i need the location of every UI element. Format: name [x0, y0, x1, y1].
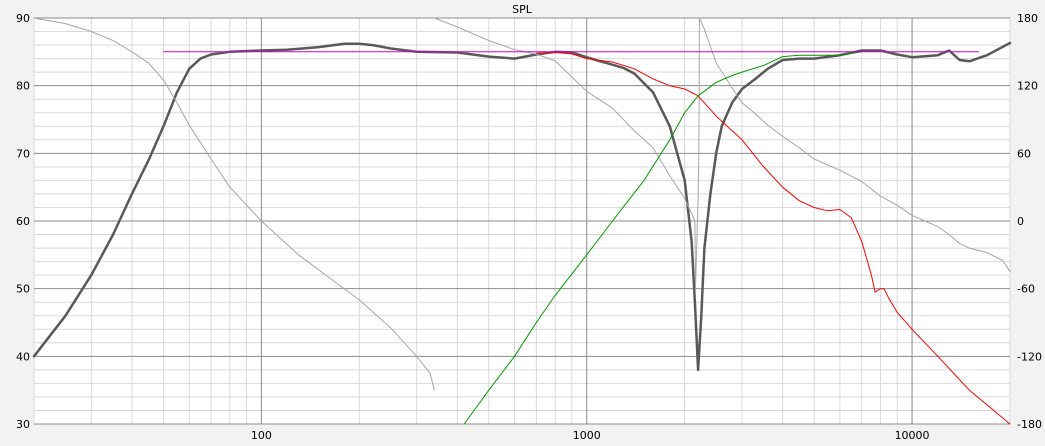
- y-tick-left: 60: [16, 215, 30, 228]
- y-tick-right: -180: [1017, 418, 1042, 431]
- y-tick-left: 70: [16, 147, 30, 160]
- y-tick-left: 80: [16, 80, 30, 93]
- series-line-tweeter: [463, 51, 863, 425]
- major-grid: [34, 17, 1010, 425]
- series-line-woofer: [535, 52, 1011, 425]
- series-line-phase-2: [433, 17, 1011, 290]
- y-tick-left: 40: [16, 350, 30, 363]
- y-tick-right: 0: [1017, 215, 1024, 228]
- x-tick: 100: [251, 429, 272, 442]
- series-lines: [32, 17, 1012, 425]
- x-axis-ticks: 100 1000 10000: [251, 429, 930, 442]
- y-tick-right: -60: [1017, 283, 1035, 296]
- y-tick-left: 30: [16, 418, 30, 431]
- x-tick: 10000: [895, 429, 930, 442]
- right-axis-ticks: -180 -120 -60 0 60 120 180: [1017, 12, 1042, 431]
- y-tick-right: 180: [1017, 12, 1038, 25]
- x-tick: 1000: [573, 429, 601, 442]
- y-tick-left: 50: [16, 283, 30, 296]
- y-tick-right: -120: [1017, 350, 1042, 363]
- y-tick-right: 120: [1017, 80, 1038, 93]
- y-tick-left: 90: [16, 12, 30, 25]
- series-line-phase-1: [33, 17, 435, 391]
- left-axis-ticks: 30 40 50 60 70 80 90: [16, 12, 30, 431]
- y-tick-right: 60: [1017, 147, 1031, 160]
- chart-title: SPL: [512, 3, 533, 16]
